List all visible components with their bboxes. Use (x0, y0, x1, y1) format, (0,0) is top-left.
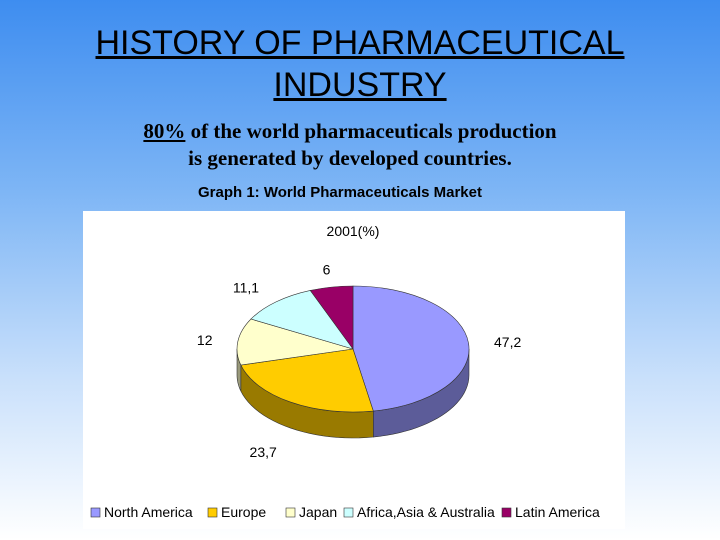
value-label-latin-america: 6 (323, 262, 331, 278)
pie-slice-latin-america (309, 285, 354, 350)
value-label-europe: 23,7 (250, 444, 277, 460)
pie-value-labels: 47,2 23,7 12 11,1 6 (197, 262, 522, 460)
pie-chart: 2001(%) 47,2 23,7 12 11,1 6 North America Eur… (90, 223, 600, 520)
legend-swatch-africa-asia-australia (343, 507, 354, 518)
legend-label-north-america: North America (104, 504, 193, 520)
pie-slice-africa-asia-australia (250, 290, 354, 350)
subtitle-percentage: 80% (143, 119, 186, 143)
subtitle-line-1: 80% of the world pharmaceuticals product… (0, 118, 700, 145)
legend-swatch-japan (285, 507, 296, 518)
graph-caption: Graph 1: World Pharmaceuticals Market (198, 184, 482, 201)
value-label-africa-asia-australia: 11,1 (233, 280, 259, 296)
legend-swatch-latin-america (501, 507, 512, 518)
pie-slice-europe (240, 348, 374, 413)
subtitle-line-1-text: of the world pharmaceuticals production (185, 119, 557, 143)
slide-title-line-1: HISTORY OF PHARMACEUTICAL (95, 24, 625, 62)
slide-title: HISTORY OF PHARMACEUTICAL INDUSTRY (0, 22, 720, 106)
value-label-north-america: 47,2 (494, 334, 521, 350)
legend-label-europe: Europe (221, 504, 266, 520)
subtitle-line-2: is generated by developed countries. (188, 146, 512, 170)
pie-chart-panel: 2001(%) 47,2 23,7 12 11,1 6 North America Eur… (83, 211, 625, 529)
chart-title: 2001(%) (327, 223, 380, 239)
legend-label-latin-america: Latin America (515, 504, 600, 520)
legend-swatch-europe (207, 507, 218, 518)
pie-slice-japan (236, 318, 354, 366)
legend-swatch-north-america (90, 507, 101, 518)
legend-label-africa-asia-australia: Africa,Asia & Australia (357, 504, 495, 520)
legend-label-japan: Japan (299, 504, 337, 520)
slide-subtitle: 80% of the world pharmaceuticals product… (0, 118, 700, 172)
pie-slice-north-america (352, 285, 470, 412)
value-label-japan: 12 (197, 332, 213, 348)
pie-slices (236, 285, 470, 439)
chart-legend: North America Europe Japan Africa,Asia & Au… (90, 504, 600, 520)
slide-title-line-2: INDUSTRY (273, 66, 447, 104)
